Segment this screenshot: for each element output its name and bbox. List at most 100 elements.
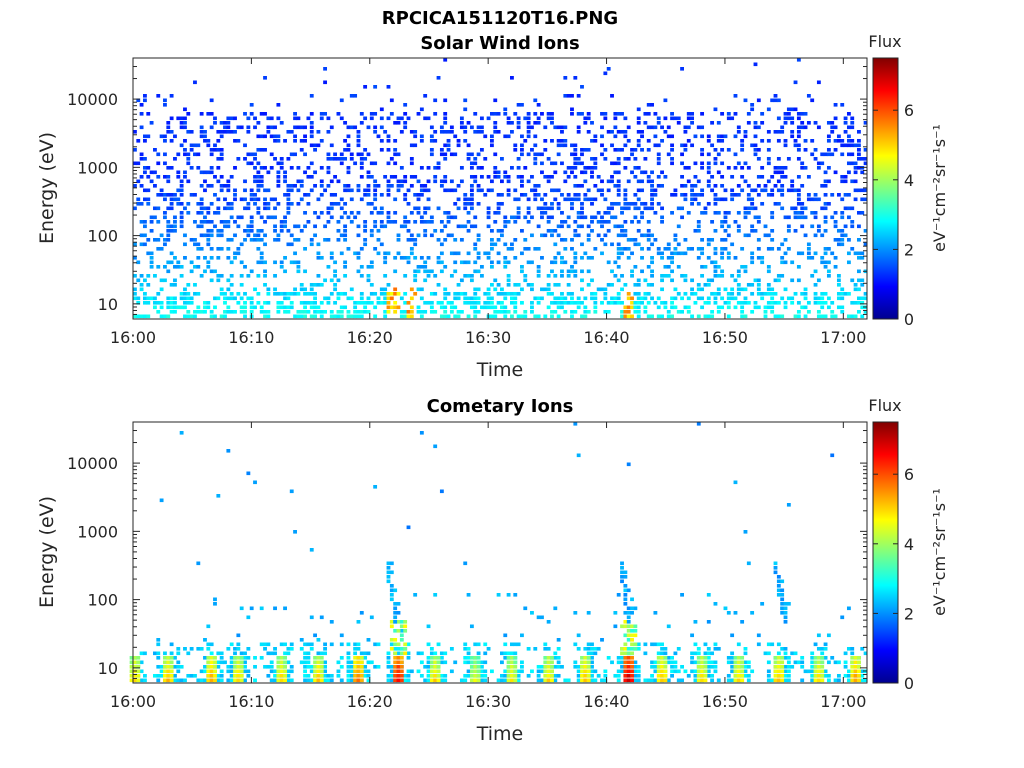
heatmap-cell	[346, 296, 351, 301]
heatmap-cell	[249, 238, 254, 242]
heatmap-cell	[670, 665, 674, 669]
heatmap-cell	[219, 314, 224, 319]
heatmap-cell	[686, 166, 691, 170]
dispersion-cell	[396, 611, 401, 615]
heatmap-cell	[269, 152, 274, 157]
heatmap-cell	[633, 193, 638, 197]
heatmap-cell	[570, 166, 574, 170]
heatmap-cell	[229, 274, 234, 278]
heatmap-cell	[780, 193, 785, 197]
heatmap-cell	[796, 157, 801, 161]
heatmap-cell	[213, 305, 217, 310]
heatmap-cell	[406, 256, 411, 260]
heatmap-cell	[670, 143, 674, 148]
heatmap-cell	[279, 301, 284, 305]
heatmap-cell	[153, 674, 157, 678]
heatmap-cell	[413, 130, 418, 134]
burst-cell	[656, 660, 661, 665]
heatmap-cell	[213, 175, 217, 179]
heatmap-cell	[356, 251, 361, 256]
heatmap-cell	[673, 116, 678, 121]
burst-cell	[213, 665, 217, 669]
heatmap-cell	[183, 233, 187, 238]
heatmap-cell	[489, 188, 494, 193]
heatmap-cell	[563, 301, 568, 305]
heatmap-cell	[616, 656, 621, 660]
heatmap-cell	[366, 278, 371, 283]
burst-cell	[623, 624, 628, 629]
heatmap-cell	[816, 633, 821, 638]
heatmap-cell	[326, 184, 331, 188]
heatmap-cell	[730, 274, 735, 278]
heatmap-cell	[429, 269, 434, 274]
heatmap-cell	[840, 179, 845, 184]
heatmap-cell	[176, 665, 181, 669]
heatmap-cell	[696, 314, 701, 319]
dispersion-cell	[776, 575, 781, 579]
heatmap-cell	[626, 125, 631, 130]
heatmap-cell	[623, 305, 628, 310]
heatmap-cell	[266, 125, 271, 130]
heatmap-cell	[346, 665, 351, 669]
heatmap-cell	[243, 651, 247, 656]
heatmap-cell	[503, 256, 508, 260]
heatmap-cell	[183, 678, 187, 683]
heatmap-cell	[366, 184, 371, 188]
heatmap-cell	[353, 215, 358, 220]
heatmap-cell	[570, 292, 574, 296]
burst-cell	[276, 656, 281, 660]
heatmap-cell	[469, 296, 474, 301]
heatmap-cell	[656, 251, 661, 256]
heatmap-cell	[349, 152, 354, 157]
heatmap-cell	[550, 269, 554, 274]
heatmap-cell	[159, 278, 164, 283]
heatmap-cell	[169, 229, 174, 233]
heatmap-cell	[459, 278, 464, 283]
heatmap-cell	[409, 251, 414, 256]
heatmap-cell	[610, 143, 614, 148]
heatmap-cell	[566, 224, 571, 229]
heatmap-cell	[443, 211, 448, 215]
heatmap-cell	[846, 125, 851, 130]
heatmap-cell	[600, 224, 604, 229]
heatmap-cell	[500, 651, 504, 656]
heatmap-cell	[389, 98, 394, 103]
heatmap-cell	[600, 143, 604, 148]
heatmap-cell	[520, 152, 524, 157]
heatmap-cell	[246, 274, 251, 278]
heatmap-cell	[730, 116, 735, 121]
heatmap-cell	[796, 251, 801, 256]
heatmap-cell	[600, 134, 604, 139]
heatmap-cell	[756, 220, 761, 224]
heatmap-cell	[329, 193, 334, 197]
heatmap-cell	[546, 283, 551, 287]
burst-cell	[353, 678, 358, 683]
burst-cell	[856, 669, 861, 674]
heatmap-cell	[590, 674, 594, 678]
heatmap-cell	[273, 287, 277, 292]
heatmap-cell	[780, 647, 785, 651]
heatmap-cell	[189, 143, 194, 148]
plot-frame-solar-wind	[132, 57, 868, 320]
burst-cell	[626, 624, 631, 629]
heatmap-cell	[419, 188, 424, 193]
burst-cell	[550, 665, 554, 669]
heatmap-cell	[406, 651, 411, 656]
heatmap-cell	[713, 269, 718, 274]
heatmap-cell	[540, 112, 544, 116]
heatmap-cell	[513, 296, 518, 301]
heatmap-cell	[786, 503, 791, 507]
burst-cell	[393, 660, 398, 665]
x-tick-label: 16:30	[465, 692, 511, 711]
burst-cell	[586, 660, 591, 665]
burst-cell	[853, 656, 858, 660]
heatmap-cell	[399, 296, 404, 301]
heatmap-cell	[133, 292, 137, 296]
heatmap-cell	[263, 188, 267, 193]
heatmap-cell	[706, 660, 711, 665]
heatmap-cell	[560, 130, 564, 134]
heatmap-cell	[169, 651, 174, 656]
heatmap-cell	[369, 211, 374, 215]
heatmap-cell	[833, 211, 838, 215]
heatmap-cell	[253, 116, 257, 121]
